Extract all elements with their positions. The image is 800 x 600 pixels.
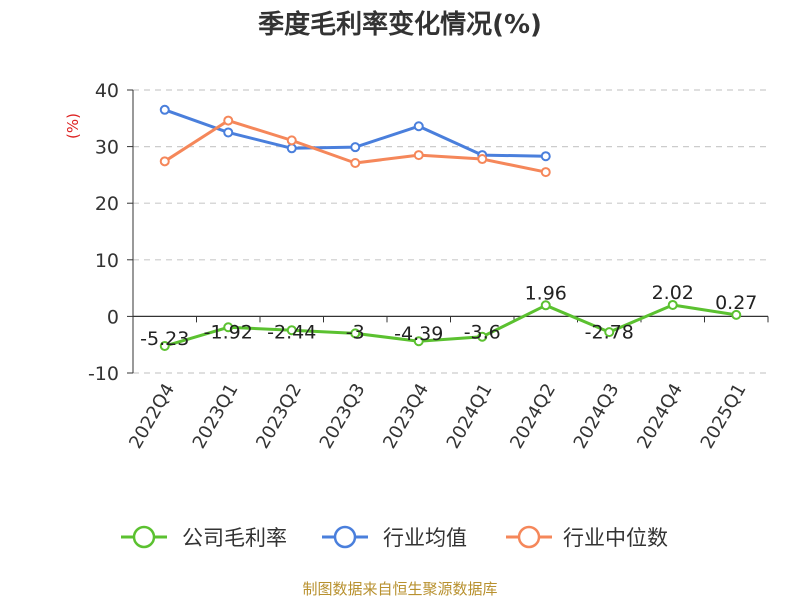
y-tick-label: 10 xyxy=(95,250,119,272)
legend-item[interactable]: 公司毛利率 xyxy=(121,525,287,550)
data-label: -4.39 xyxy=(394,323,443,345)
data-point xyxy=(540,300,551,311)
legend-marker xyxy=(333,525,357,549)
data-labels: -5.23 -1.92 -2.44 -3 -4.39 -3.6 1.96 -2.78 2.02 0… xyxy=(140,282,757,350)
data-point xyxy=(350,158,361,169)
data-point xyxy=(223,127,234,138)
data-label: -2.44 xyxy=(267,321,316,343)
data-label: -3.6 xyxy=(464,321,501,343)
data-label: -2.78 xyxy=(585,321,634,343)
legend-item[interactable]: 行业均值 xyxy=(322,525,467,550)
y-tick-label: 40 xyxy=(95,80,119,102)
data-point xyxy=(223,115,234,126)
x-tick-label: 2023Q2 xyxy=(252,380,306,452)
data-label: 2.02 xyxy=(652,282,694,304)
series-line-0 xyxy=(164,303,737,348)
data-point xyxy=(604,327,615,338)
x-tick-label: 2023Q4 xyxy=(379,380,433,452)
data-point xyxy=(350,142,361,153)
legend-item[interactable]: 行业中位数 xyxy=(506,525,668,550)
x-tick-label: 2023Q3 xyxy=(316,380,370,452)
legend-label: 公司毛利率 xyxy=(182,526,287,550)
y-axis-label: (%) xyxy=(64,113,82,139)
legend-marker xyxy=(517,525,541,549)
data-point xyxy=(286,325,297,336)
data-point xyxy=(159,341,170,352)
x-tick-label: 2025Q1 xyxy=(697,380,751,452)
data-point xyxy=(731,309,742,320)
legend[interactable]: 公司毛利率 行业均值 行业中位数 xyxy=(121,525,668,550)
x-tick-label: 2024Q2 xyxy=(506,380,560,452)
legend-label: 行业均值 xyxy=(383,526,467,550)
grid-lines xyxy=(133,89,768,374)
data-label: -5.23 xyxy=(140,328,189,350)
y-tick-label: 20 xyxy=(95,193,119,215)
data-point xyxy=(350,328,361,339)
data-point xyxy=(413,150,424,161)
series-lines xyxy=(159,104,742,352)
data-point xyxy=(159,156,170,167)
y-tick-label: 0 xyxy=(107,306,119,328)
data-point xyxy=(159,104,170,115)
data-label: -3 xyxy=(346,321,365,343)
x-tick-label: 2023Q1 xyxy=(189,380,243,452)
x-tick-label: 2024Q1 xyxy=(443,380,497,452)
data-point xyxy=(540,151,551,162)
x-tick-label: 2024Q4 xyxy=(633,380,687,452)
legend-label: 行业中位数 xyxy=(563,526,668,550)
data-label: 1.96 xyxy=(525,282,567,304)
y-tick-label: -10 xyxy=(88,363,119,385)
data-point xyxy=(413,121,424,132)
chart-title: 季度毛利率变化情况(%) xyxy=(258,10,542,40)
data-point xyxy=(413,336,424,347)
data-point xyxy=(540,167,551,178)
x-tick-label: 2022Q4 xyxy=(125,380,179,452)
data-point xyxy=(477,154,488,165)
data-point xyxy=(223,322,234,333)
data-point xyxy=(477,331,488,342)
data-point xyxy=(286,143,297,154)
data-label: 0.27 xyxy=(715,292,757,314)
data-point xyxy=(286,135,297,146)
data-point xyxy=(667,299,678,310)
y-tick-label: 30 xyxy=(95,137,119,159)
x-tick-label: 2024Q3 xyxy=(570,380,624,452)
data-label: -1.92 xyxy=(204,321,253,343)
source-note: 制图数据来自恒生聚源数据库 xyxy=(302,580,498,598)
legend-marker xyxy=(132,525,156,549)
axes: -10 0 10 20 30 40 2022Q4 2023Q1 2023Q2 2023Q3 2023… xyxy=(64,80,769,452)
